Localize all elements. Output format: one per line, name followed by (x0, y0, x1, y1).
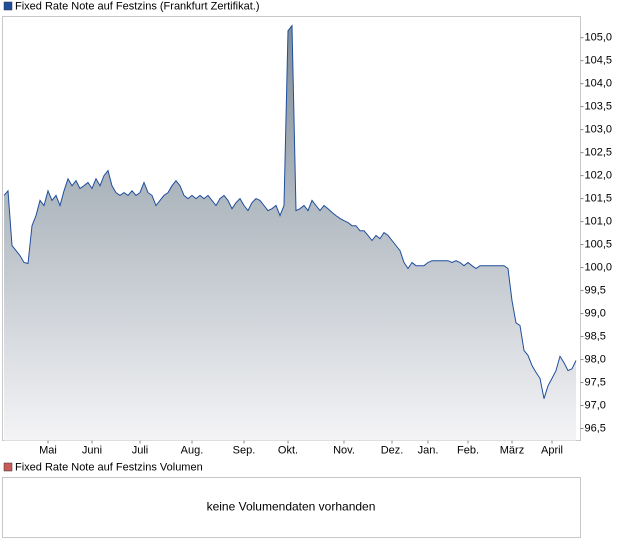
y-tick-label: 102,0 (585, 170, 613, 182)
price-line (3, 24, 577, 399)
legend-label: Fixed Rate Note auf Festzins Volumen (15, 461, 203, 473)
y-tick-label: 104,5 (585, 55, 613, 67)
x-tick-label: Jan. (418, 444, 439, 456)
y-tick-label: 99,5 (585, 284, 606, 296)
x-tick-label: Aug. (181, 444, 204, 456)
legend-swatch (3, 1, 13, 11)
y-tick-label: 105,0 (585, 32, 613, 44)
y-tick-label: 102,5 (585, 147, 613, 159)
x-tick-label: Juli (132, 444, 149, 456)
no-data-message: keine Volumendaten vorhanden (207, 500, 376, 514)
x-tick-label: Nov. (333, 444, 355, 456)
y-tick-label: 99,0 (585, 307, 606, 319)
y-tick-label: 98,0 (585, 353, 606, 365)
x-tick-label: Dez. (381, 444, 404, 456)
y-tick-label: 100,0 (585, 261, 613, 273)
x-tick-label: Juni (82, 444, 102, 456)
y-tick-label: 98,5 (585, 330, 606, 342)
y-tick-label: 103,5 (585, 101, 613, 113)
area-fill (4, 25, 576, 441)
legend-label: Fixed Rate Note auf Festzins (Frankfurt … (15, 0, 260, 12)
x-tick-label: April (541, 444, 563, 456)
legend-swatch (3, 462, 13, 472)
x-tick-label: März (500, 444, 524, 456)
y-tick-label: 101,5 (585, 193, 613, 205)
x-tick-label: Feb. (457, 444, 479, 456)
volume-frame (2, 477, 581, 538)
x-tick-label: Mai (39, 444, 57, 456)
y-tick-label: 101,0 (585, 216, 613, 228)
y-tick-label: 96,5 (585, 422, 606, 434)
x-tick-label: Okt. (278, 444, 298, 456)
x-tick-label: Sep. (233, 444, 256, 456)
y-tick-label: 103,0 (585, 124, 613, 136)
y-tick-label: 97,0 (585, 399, 606, 411)
y-tick-label: 97,5 (585, 376, 606, 388)
y-tick-label: 100,5 (585, 239, 613, 251)
y-tick-label: 104,0 (585, 78, 613, 90)
